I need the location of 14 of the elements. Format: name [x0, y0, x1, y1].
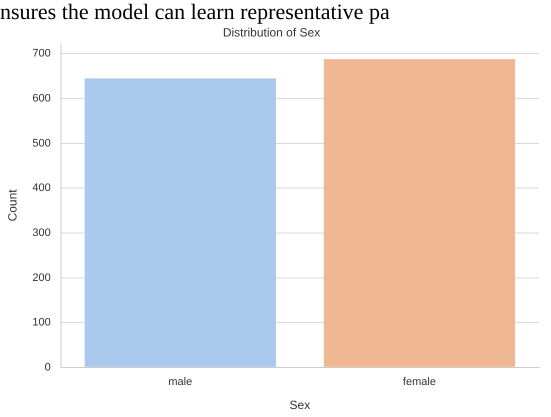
- x-tick-label: female: [402, 376, 436, 388]
- y-tick-label: 700: [32, 48, 51, 60]
- y-tick-label: 100: [32, 316, 51, 329]
- y-tick-label: 200: [32, 272, 51, 284]
- y-tick-label: 500: [32, 137, 51, 150]
- x-axis-title: Sex: [290, 398, 310, 412]
- x-tick-label: male: [168, 376, 192, 388]
- y-tick-label: 600: [32, 92, 51, 105]
- y-tick-label: 400: [32, 182, 51, 194]
- chart-title: Distribution of Sex: [222, 26, 320, 40]
- y-tick-label: 300: [32, 226, 51, 239]
- text: nsures the model can learn representative pa: [0, 0, 391, 24]
- y-axis-title: Count: [6, 188, 20, 222]
- y-tick-label: 0: [44, 361, 51, 374]
